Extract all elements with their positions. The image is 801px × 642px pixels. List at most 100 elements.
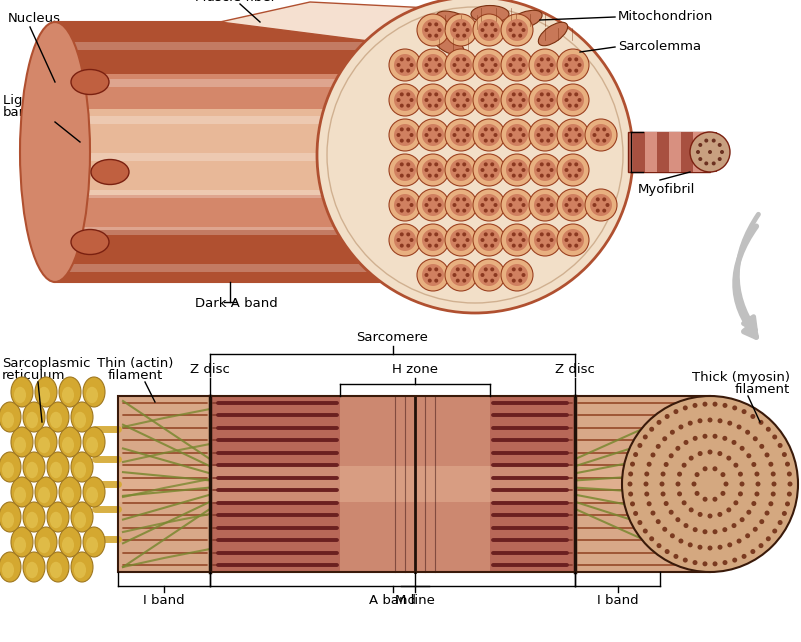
Circle shape xyxy=(484,92,488,96)
Circle shape xyxy=(478,264,500,286)
Circle shape xyxy=(406,197,410,202)
Circle shape xyxy=(734,500,739,505)
Circle shape xyxy=(484,197,488,202)
Circle shape xyxy=(755,471,759,476)
Circle shape xyxy=(657,420,662,425)
Circle shape xyxy=(462,69,466,73)
Ellipse shape xyxy=(50,562,62,578)
Circle shape xyxy=(450,54,472,76)
Circle shape xyxy=(529,154,561,186)
Circle shape xyxy=(693,560,698,565)
Ellipse shape xyxy=(35,527,57,557)
Circle shape xyxy=(650,453,655,458)
Circle shape xyxy=(506,194,528,216)
Circle shape xyxy=(465,63,469,67)
Circle shape xyxy=(437,98,441,102)
Circle shape xyxy=(518,139,522,143)
Circle shape xyxy=(434,197,438,202)
Ellipse shape xyxy=(38,537,50,553)
Circle shape xyxy=(549,133,553,137)
Circle shape xyxy=(490,69,494,73)
Ellipse shape xyxy=(59,477,81,507)
Circle shape xyxy=(478,54,500,76)
Circle shape xyxy=(400,232,404,236)
Polygon shape xyxy=(55,190,455,198)
Circle shape xyxy=(434,22,438,26)
Circle shape xyxy=(465,133,469,137)
Circle shape xyxy=(501,154,533,186)
Circle shape xyxy=(534,194,556,216)
Circle shape xyxy=(428,139,432,143)
Circle shape xyxy=(644,471,650,476)
Circle shape xyxy=(707,417,713,422)
Text: M line: M line xyxy=(395,594,435,607)
Circle shape xyxy=(723,436,727,441)
Circle shape xyxy=(490,267,494,272)
Circle shape xyxy=(662,437,667,441)
Circle shape xyxy=(394,194,416,216)
Circle shape xyxy=(437,133,441,137)
Circle shape xyxy=(628,471,633,476)
Circle shape xyxy=(698,143,702,147)
Circle shape xyxy=(462,103,466,108)
Circle shape xyxy=(644,492,650,496)
Polygon shape xyxy=(55,116,455,125)
Circle shape xyxy=(490,243,494,248)
Circle shape xyxy=(434,127,438,132)
Circle shape xyxy=(656,444,661,449)
Circle shape xyxy=(739,517,745,522)
Circle shape xyxy=(506,54,528,76)
Circle shape xyxy=(574,103,578,108)
Ellipse shape xyxy=(71,502,93,532)
Text: Nucleus: Nucleus xyxy=(8,12,61,25)
Text: filament: filament xyxy=(107,369,163,382)
Circle shape xyxy=(696,150,700,154)
Circle shape xyxy=(428,243,432,248)
Circle shape xyxy=(501,189,533,221)
Ellipse shape xyxy=(83,377,105,407)
Text: Sarcolemma: Sarcolemma xyxy=(618,40,701,53)
Circle shape xyxy=(445,49,477,81)
Circle shape xyxy=(501,49,533,81)
Circle shape xyxy=(674,554,678,559)
Circle shape xyxy=(434,162,438,166)
Circle shape xyxy=(389,84,421,116)
Circle shape xyxy=(490,92,494,96)
Circle shape xyxy=(578,168,582,172)
Circle shape xyxy=(688,421,693,426)
Circle shape xyxy=(437,203,441,207)
Circle shape xyxy=(512,243,516,248)
Circle shape xyxy=(506,19,528,41)
Circle shape xyxy=(462,127,466,132)
Polygon shape xyxy=(220,2,510,52)
Circle shape xyxy=(490,127,494,132)
Circle shape xyxy=(462,232,466,236)
Circle shape xyxy=(574,139,578,143)
Circle shape xyxy=(417,49,449,81)
Circle shape xyxy=(574,57,578,62)
Circle shape xyxy=(590,194,612,216)
Ellipse shape xyxy=(35,477,57,507)
Circle shape xyxy=(664,462,669,467)
Circle shape xyxy=(574,127,578,132)
Circle shape xyxy=(462,279,466,282)
Ellipse shape xyxy=(26,562,38,578)
Circle shape xyxy=(646,501,652,507)
Circle shape xyxy=(389,224,421,256)
Circle shape xyxy=(450,124,472,146)
Circle shape xyxy=(633,511,638,516)
Circle shape xyxy=(694,491,699,496)
Circle shape xyxy=(406,127,410,132)
Polygon shape xyxy=(55,143,455,160)
Circle shape xyxy=(434,279,438,282)
Circle shape xyxy=(678,424,683,429)
Circle shape xyxy=(456,33,460,38)
Circle shape xyxy=(509,28,513,32)
Ellipse shape xyxy=(86,386,98,403)
Circle shape xyxy=(534,89,556,111)
Circle shape xyxy=(425,238,429,242)
Circle shape xyxy=(557,154,589,186)
Polygon shape xyxy=(55,213,455,230)
Polygon shape xyxy=(55,74,455,91)
Circle shape xyxy=(590,124,612,146)
